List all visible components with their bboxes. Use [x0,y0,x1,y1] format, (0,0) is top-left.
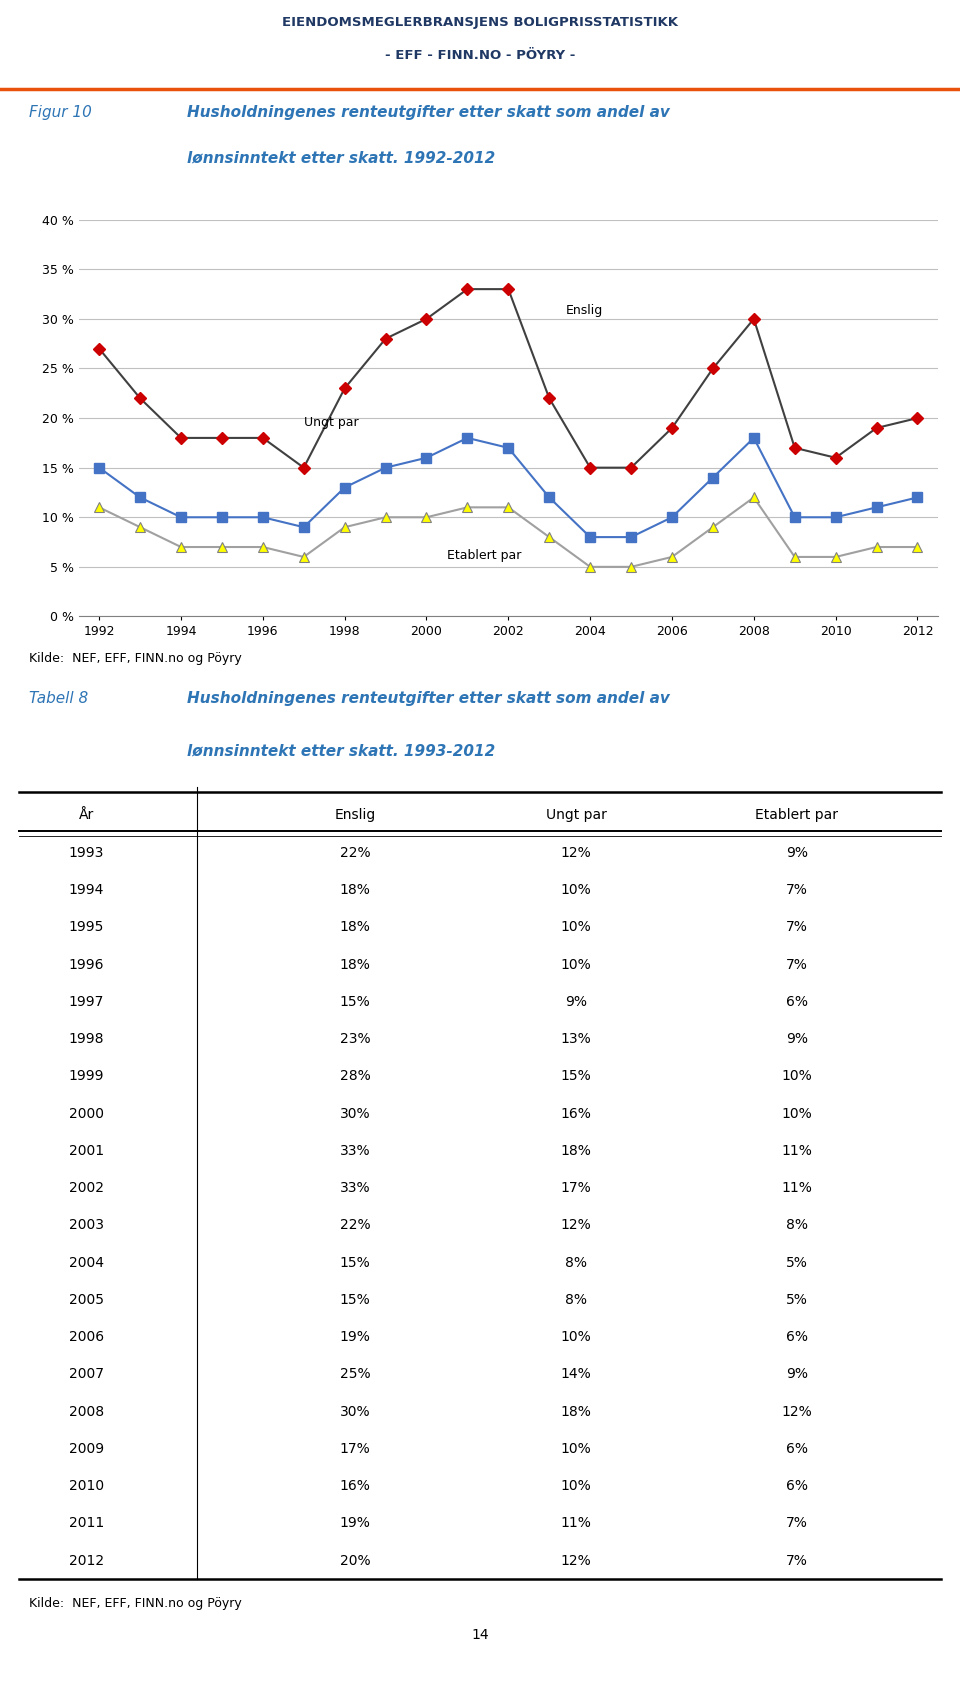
Text: Kilde:  NEF, EFF, FINN.no og Pöyry: Kilde: NEF, EFF, FINN.no og Pöyry [29,652,242,665]
Text: 11%: 11% [781,1181,812,1196]
Text: 1995: 1995 [69,921,104,934]
Text: 1999: 1999 [69,1069,104,1083]
Text: 6%: 6% [786,1331,807,1344]
Text: 22%: 22% [340,846,371,860]
Text: 2011: 2011 [69,1517,104,1530]
Text: - EFF - FINN.NO - PÖYRY -: - EFF - FINN.NO - PÖYRY - [385,49,575,62]
Text: 19%: 19% [340,1331,371,1344]
Text: 12%: 12% [781,1405,812,1419]
Text: lønnsinntekt etter skatt. 1992-2012: lønnsinntekt etter skatt. 1992-2012 [187,150,495,166]
Text: 18%: 18% [340,883,371,897]
Text: 18%: 18% [340,921,371,934]
Text: 17%: 17% [561,1181,591,1196]
Text: Etablert par: Etablert par [756,809,838,823]
Text: 18%: 18% [561,1405,591,1419]
Text: Tabell 8: Tabell 8 [29,691,88,706]
Text: 2001: 2001 [69,1143,104,1159]
Text: Kilde:  NEF, EFF, FINN.no og Pöyry: Kilde: NEF, EFF, FINN.no og Pöyry [29,1596,242,1610]
Text: 10%: 10% [561,1480,591,1493]
Text: Etablert par: Etablert par [447,549,521,562]
Text: 1998: 1998 [69,1032,104,1045]
Text: 1994: 1994 [69,883,104,897]
Text: 15%: 15% [340,995,371,1008]
Text: 2010: 2010 [69,1480,104,1493]
Text: 12%: 12% [561,846,591,860]
Text: 2000: 2000 [69,1106,104,1120]
Text: 14%: 14% [561,1368,591,1382]
Text: 8%: 8% [565,1255,587,1270]
Text: 7%: 7% [786,883,807,897]
Text: 10%: 10% [561,958,591,971]
Text: 2005: 2005 [69,1292,104,1307]
Text: 33%: 33% [340,1143,371,1159]
Text: 16%: 16% [340,1480,371,1493]
Text: 5%: 5% [786,1255,807,1270]
Text: 10%: 10% [561,1442,591,1456]
Text: 2009: 2009 [69,1442,104,1456]
Text: 2004: 2004 [69,1255,104,1270]
Text: År: År [79,809,94,823]
Text: 5%: 5% [786,1292,807,1307]
Text: lønnsinntekt etter skatt. 1993-2012: lønnsinntekt etter skatt. 1993-2012 [187,743,495,758]
Text: 9%: 9% [786,1368,807,1382]
Text: Ungt par: Ungt par [545,809,607,823]
Text: 2008: 2008 [69,1405,104,1419]
Text: 6%: 6% [786,1480,807,1493]
Text: Enslig: Enslig [565,304,603,318]
Text: 2006: 2006 [69,1331,104,1344]
Text: 25%: 25% [340,1368,371,1382]
Text: 6%: 6% [786,995,807,1008]
Text: 12%: 12% [561,1218,591,1233]
Text: 18%: 18% [561,1143,591,1159]
Text: 13%: 13% [561,1032,591,1045]
Text: 18%: 18% [340,958,371,971]
Text: Figur 10: Figur 10 [29,105,91,120]
Text: 9%: 9% [786,846,807,860]
Text: 1993: 1993 [69,846,104,860]
Text: 6%: 6% [786,1442,807,1456]
Text: EIENDOMSMEGLERBRANSJENS BOLIGPRISSTATISTIKK: EIENDOMSMEGLERBRANSJENS BOLIGPRISSTATIST… [282,17,678,29]
Text: 15%: 15% [340,1292,371,1307]
Text: 10%: 10% [561,1331,591,1344]
Text: 22%: 22% [340,1218,371,1233]
Text: 7%: 7% [786,958,807,971]
Text: 7%: 7% [786,1517,807,1530]
Text: 28%: 28% [340,1069,371,1083]
Text: 10%: 10% [561,921,591,934]
Text: 9%: 9% [565,995,587,1008]
Text: 30%: 30% [340,1405,371,1419]
Text: 1997: 1997 [69,995,104,1008]
Text: Ungt par: Ungt par [303,415,358,429]
Text: 1996: 1996 [69,958,104,971]
Text: 10%: 10% [561,883,591,897]
Text: 8%: 8% [565,1292,587,1307]
Text: 10%: 10% [781,1106,812,1120]
Text: 12%: 12% [561,1554,591,1567]
Text: 19%: 19% [340,1517,371,1530]
Text: 2002: 2002 [69,1181,104,1196]
Text: 2003: 2003 [69,1218,104,1233]
Text: 30%: 30% [340,1106,371,1120]
Text: Husholdningenes renteutgifter etter skatt som andel av: Husholdningenes renteutgifter etter skat… [187,105,670,120]
Text: 33%: 33% [340,1181,371,1196]
Text: 9%: 9% [786,1032,807,1045]
Text: 23%: 23% [340,1032,371,1045]
Text: 7%: 7% [786,1554,807,1567]
Text: 15%: 15% [561,1069,591,1083]
Text: 17%: 17% [340,1442,371,1456]
Text: 11%: 11% [561,1517,591,1530]
Text: 2012: 2012 [69,1554,104,1567]
Text: Enslig: Enslig [335,809,375,823]
Text: 2007: 2007 [69,1368,104,1382]
Text: 20%: 20% [340,1554,371,1567]
Text: 7%: 7% [786,921,807,934]
Text: 10%: 10% [781,1069,812,1083]
Text: 14: 14 [471,1628,489,1642]
Text: 11%: 11% [781,1143,812,1159]
Text: 16%: 16% [561,1106,591,1120]
Text: 15%: 15% [340,1255,371,1270]
Text: 8%: 8% [786,1218,807,1233]
Text: Husholdningenes renteutgifter etter skatt som andel av: Husholdningenes renteutgifter etter skat… [187,691,670,706]
